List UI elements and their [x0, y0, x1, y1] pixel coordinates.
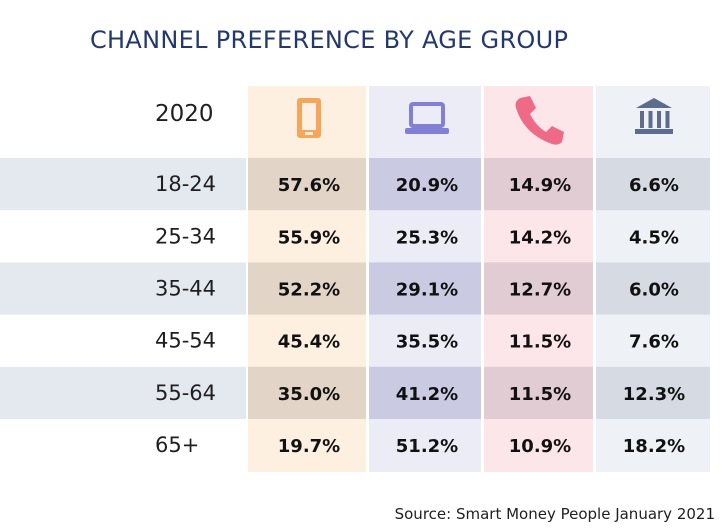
table-cell-value: 6.0% [629, 280, 679, 301]
table-cell-value: 51.2% [396, 436, 458, 457]
table-cell-value: 45.4% [278, 332, 340, 353]
row-band [0, 262, 246, 315]
age-group-label: 65+ [155, 433, 199, 457]
table-cell-value: 18.2% [623, 436, 685, 457]
table-cell-value: 35.5% [396, 332, 458, 353]
table-cell-value: 29.1% [396, 280, 458, 301]
age-group-label: 18-24 [155, 172, 216, 196]
age-group-label: 55-64 [155, 381, 216, 405]
year-label: 2020 [155, 101, 214, 127]
age-group-label: 25-34 [155, 224, 216, 248]
row-band [0, 366, 246, 419]
table-cell-value: 52.2% [278, 280, 340, 301]
table-cell-value: 19.7% [278, 436, 340, 457]
table-cell-value: 11.5% [509, 332, 571, 353]
source-note: Source: Smart Money People January 2021 [394, 505, 715, 523]
table-cell-value: 12.3% [623, 384, 685, 405]
bank-branch-icon [635, 98, 673, 134]
table-cell-value: 10.9% [509, 436, 571, 457]
row-band-cell [596, 158, 710, 211]
age-group-label: 35-44 [155, 277, 216, 301]
laptop-icon [405, 102, 449, 134]
table-cell-value: 14.9% [509, 175, 571, 196]
table-cell-value: 14.2% [509, 227, 571, 248]
row-band [0, 158, 246, 211]
table-cell-value: 7.6% [629, 332, 679, 353]
table-cell-value: 41.2% [396, 384, 458, 405]
row-band-cell [484, 262, 593, 315]
row-band-cell [248, 262, 366, 315]
row-band-cell [248, 158, 366, 211]
chart-title: CHANNEL PREFERENCE BY AGE GROUP [90, 26, 569, 54]
table-cell-value: 25.3% [396, 227, 458, 248]
row-band-cell [596, 262, 710, 315]
row-band-cell [248, 366, 366, 419]
table-cell-value: 4.5% [629, 227, 679, 248]
row-band-cell [484, 158, 593, 211]
table-cell-value: 11.5% [509, 384, 571, 405]
row-band-cell [369, 262, 481, 315]
table-cell-value: 20.9% [396, 175, 458, 196]
table-cell-value: 57.6% [278, 175, 340, 196]
age-group-label: 45-54 [155, 329, 216, 353]
table-cell-value: 6.6% [629, 175, 679, 196]
row-band-cell [369, 158, 481, 211]
mobile-phone-icon [297, 98, 321, 138]
telephone-icon [515, 96, 564, 145]
row-band-cell [596, 366, 710, 419]
row-band-cell [369, 366, 481, 419]
row-band-cell [484, 366, 593, 419]
table-cell-value: 12.7% [509, 280, 571, 301]
table-cell-value: 55.9% [278, 227, 340, 248]
table-cell-value: 35.0% [278, 384, 340, 405]
